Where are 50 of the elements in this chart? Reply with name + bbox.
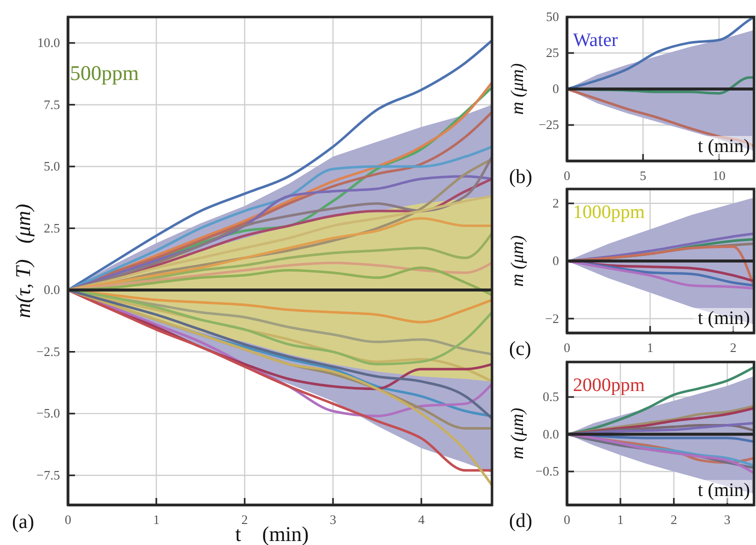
x-axis-title: t (min) bbox=[698, 308, 750, 329]
y-axis-title: m (μm) bbox=[507, 408, 527, 460]
x-tick-label: 0 bbox=[564, 340, 570, 356]
x-tick-label: 5 bbox=[640, 168, 646, 184]
y-tick-label: 0.0 bbox=[44, 282, 60, 298]
y-axis-title: m (μm) bbox=[507, 235, 527, 287]
text: (a) bbox=[12, 511, 34, 533]
x-tick-label: 1 bbox=[646, 340, 654, 356]
y-tick-label: −5.0 bbox=[36, 406, 60, 421]
y-tick-label: −0.5 bbox=[535, 464, 559, 479]
text: 1000ppm bbox=[573, 202, 645, 223]
text: (c) bbox=[509, 338, 532, 360]
y-tick-label: 0.0 bbox=[542, 426, 559, 442]
y-tick-label: −25 bbox=[538, 117, 559, 132]
x-tick-label: 2 bbox=[241, 512, 248, 528]
y-tick-label: 0.5 bbox=[542, 389, 559, 404]
y-axis-title: m (μm) bbox=[507, 63, 527, 115]
x-tick-label: 1 bbox=[153, 512, 160, 528]
line-series bbox=[567, 17, 754, 90]
x-tick-label: 3 bbox=[724, 512, 731, 528]
x-tick-label: 2 bbox=[730, 340, 736, 356]
y-tick-label: 2 bbox=[552, 196, 559, 211]
text: (d) bbox=[509, 510, 532, 532]
y-tick-label: −2 bbox=[545, 310, 559, 326]
x-tick-label: 0 bbox=[564, 168, 570, 184]
x-axis-title: t (min) bbox=[698, 480, 750, 501]
x-tick-label: 3 bbox=[330, 512, 336, 528]
text: Water bbox=[573, 30, 619, 51]
line-series bbox=[68, 217, 492, 292]
y-tick-label: −7.5 bbox=[36, 468, 60, 483]
y-tick-label: 7.5 bbox=[44, 96, 60, 112]
y-tick-label: 0 bbox=[552, 253, 559, 268]
x-tick-label: 4 bbox=[418, 512, 426, 528]
x-tick-label: 0 bbox=[64, 512, 72, 528]
x-tick-label: 10 bbox=[712, 168, 726, 184]
y-tick-label: 0 bbox=[552, 81, 559, 96]
text: 500ppm bbox=[70, 61, 139, 85]
y-tick-label: 10.0 bbox=[37, 35, 60, 50]
y-axis-title: m(τ, T) (μm) bbox=[11, 204, 35, 318]
text: 2000ppm bbox=[573, 375, 645, 396]
y-tick-label: 25 bbox=[546, 45, 559, 60]
x-tick-label: 2 bbox=[670, 512, 678, 528]
y-tick-label: −2.5 bbox=[36, 344, 60, 359]
y-tick-label: 50 bbox=[546, 9, 559, 24]
y-tick-label: 2.5 bbox=[44, 220, 60, 236]
x-axis-title: t (min) bbox=[698, 136, 750, 157]
text: (b) bbox=[509, 166, 532, 188]
x-tick-label: 1 bbox=[617, 512, 624, 528]
y-tick-label: 5.0 bbox=[44, 158, 60, 174]
x-tick-label: 0 bbox=[564, 512, 570, 528]
